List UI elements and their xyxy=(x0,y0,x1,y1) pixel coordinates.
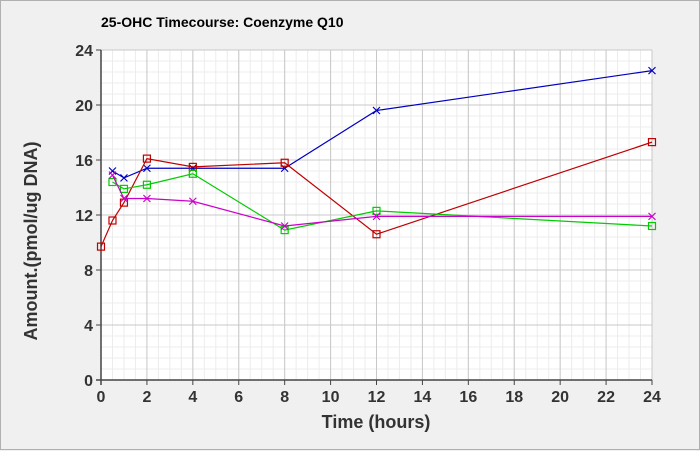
data-point xyxy=(108,216,117,225)
data-point xyxy=(142,180,152,189)
data-point xyxy=(142,164,151,173)
data-point xyxy=(142,194,151,203)
series-2 xyxy=(96,138,657,251)
chart-title: 25-OHC Timecourse: Coenzyme Q10 xyxy=(101,14,344,30)
y-tick-label: 0 xyxy=(84,373,93,390)
x-tick-label: 12 xyxy=(368,389,386,406)
x-tick-label: 4 xyxy=(188,389,197,406)
data-point xyxy=(372,106,381,115)
x-tick-labels: 0 2 4 6 8 10 12 14 16 18 20 22 24 xyxy=(97,389,661,406)
y-tick-label: 16 xyxy=(75,153,93,170)
x-tick-label: 18 xyxy=(505,389,523,406)
x-tick-label: 8 xyxy=(280,389,289,406)
x-tick-label: 10 xyxy=(322,389,340,406)
data-point xyxy=(648,212,656,221)
data-point xyxy=(647,221,657,231)
x-tick-label: 22 xyxy=(597,389,615,406)
y-tick-label: 24 xyxy=(75,43,93,60)
data-point xyxy=(188,169,197,178)
data-point xyxy=(188,197,197,206)
data-point xyxy=(280,222,289,230)
x-tick-label: 6 xyxy=(234,389,243,406)
data-point xyxy=(119,184,129,193)
series-line xyxy=(112,173,653,231)
y-tick-label: 4 xyxy=(84,318,93,335)
data-point xyxy=(120,173,128,182)
data-point xyxy=(372,206,381,215)
x-tick-label: 20 xyxy=(551,389,569,406)
series-layer xyxy=(96,66,657,251)
x-tick-label: 2 xyxy=(142,389,151,406)
data-point xyxy=(120,194,128,203)
x-tick-label: 24 xyxy=(643,389,661,406)
y-axis-label: Amount.(pmol/ug DNA) xyxy=(21,142,41,341)
data-point xyxy=(280,158,289,167)
y-tick-label: 20 xyxy=(75,98,93,115)
x-axis-label: Time (hours) xyxy=(322,412,431,432)
y-tick-labels: 0 4 8 12 16 20 24 xyxy=(75,43,93,390)
data-point xyxy=(372,230,381,239)
data-point xyxy=(647,138,657,147)
data-point xyxy=(142,154,152,163)
x-tick-label: 14 xyxy=(414,389,432,406)
data-point xyxy=(372,212,381,221)
y-tick-label: 8 xyxy=(84,263,93,280)
data-point xyxy=(648,66,656,75)
series-1 xyxy=(108,66,656,182)
data-point xyxy=(108,171,117,180)
data-point xyxy=(96,242,106,251)
y-tick-label: 12 xyxy=(75,208,93,225)
x-tick-label: 0 xyxy=(97,389,106,406)
x-tick-label: 16 xyxy=(459,389,477,406)
axes xyxy=(96,49,653,385)
series-4 xyxy=(108,171,656,230)
